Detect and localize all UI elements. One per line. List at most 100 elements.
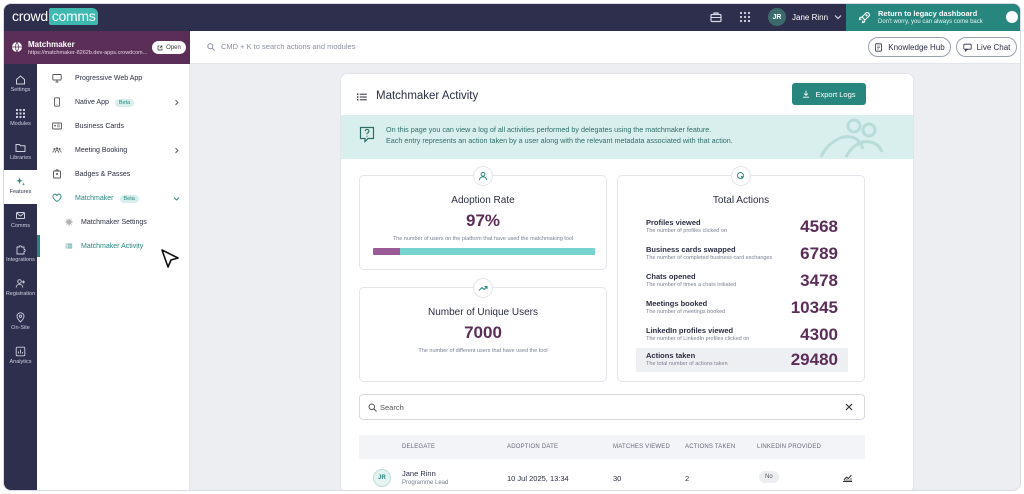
search-icon [207,42,215,51]
activity-search-input[interactable]: Search [359,394,865,420]
row-value: 6789 [800,244,838,263]
active-indicator [37,235,40,257]
stat-badge [473,166,493,186]
col-linkedin-provided[interactable]: LINKEDIN PROVIDED [757,444,822,450]
nav-settings-label: Settings [10,87,31,93]
id-card-icon [52,122,62,130]
sidebar-item-matchmaker-activity[interactable]: Matchmaker Activity [37,235,190,257]
table-header: DELEGATE ADOPTION DATE MATCHES VIEWED AC… [359,435,865,459]
command-search[interactable]: CMD + K to search actions and modules [207,42,355,51]
unique-users-desc: The number of different users that have … [418,348,548,354]
row-label: Actions taken [646,351,696,360]
export-logs-button[interactable]: Export Logs [792,83,866,105]
row-label: Business cards swapped [646,245,736,254]
nav-comms[interactable]: Comms [4,204,37,238]
sidebar-item-matchmaker-settings[interactable]: Matchmaker Settings [37,211,190,233]
row-value: 4300 [800,325,838,344]
nav-analytics[interactable]: Analytics [4,340,37,374]
open-app-button[interactable]: Open [152,41,186,54]
list-icon [357,93,367,101]
monitor-icon [52,74,62,83]
nav-onsite[interactable]: On-Site [4,306,37,340]
document-icon [875,42,883,52]
row-value: 10345 [790,298,838,317]
legacy-dashboard-banner[interactable]: Return to legacy dashboard Don't worry, … [846,4,1020,31]
row-value: 29480 [790,350,838,369]
app-url: https://matchmaker-8262b.dev-apps.crowdc… [28,50,148,56]
sidebar-item-meeting-booking[interactable]: Meeting Booking [37,139,190,161]
adoption-rate-value: 97% [465,211,501,230]
adoption-progress-bar [373,248,595,255]
sidebar-item-pwa[interactable]: Progressive Web App [37,67,190,89]
avatar: JR [373,469,391,487]
native-app-label: Native App [75,98,109,106]
briefcase-icon[interactable] [710,11,722,23]
location-icon [16,312,25,323]
sidebar-item-business-cards[interactable]: Business Cards [37,115,190,137]
unique-users-title: Number of Unique Users [427,307,539,318]
sparkle-icon [16,177,26,186]
col-actions-taken[interactable]: ACTIONS TAKEN [685,444,736,450]
total-actions-title: Total Actions [712,195,770,206]
sidebar-item-matchmaker[interactable]: Matchmaker Beta [37,187,190,209]
phone-icon [54,97,60,107]
chat-icon [962,43,972,52]
delegate-role: Programme Lead [402,480,449,486]
sidebar-item-badges-passes[interactable]: Badges & Passes [37,163,190,185]
logo-text-a: crowd [12,8,48,24]
nav-settings[interactable]: Settings [4,68,37,102]
click-icon [737,172,745,180]
unique-users-value: 7000 [464,323,502,342]
actions-taken: 2 [685,474,690,483]
beta-badge: Beta [114,98,135,107]
row-desc: The number of LinkedIn profiles clicked … [646,336,750,342]
nav-modules[interactable]: Modules [4,102,37,136]
legacy-title: Return to legacy dashboard [878,9,978,18]
nav-comms-label: Comms [11,223,30,229]
logo-text-b: comms [48,8,99,25]
nav-libraries[interactable]: Libraries [4,136,37,170]
grid-icon[interactable] [739,11,751,23]
table-row[interactable]: JR Jane Rinn Programme Lead 10 Jul 2025,… [359,463,865,490]
logo[interactable]: crowd comms [12,8,99,25]
nav-integrations[interactable]: Integrations [4,238,37,272]
linkedin-status-badge: No [759,471,779,483]
page-title: Matchmaker Activity [376,90,479,102]
nav-features[interactable]: Features [4,170,37,204]
external-link-icon [157,45,163,50]
nav-analytics-label: Analytics [9,359,32,365]
delegate-name: Jane Rinn [402,469,436,478]
sidebar-item-native-app[interactable]: Native App Beta [37,91,190,113]
total-actions-card: Total Actions Profiles viewed The number… [617,166,865,382]
nav-registration-label: Registration [5,291,36,297]
home-icon [16,75,25,85]
sidebar-item-label: Matchmaker Settings [81,218,147,226]
stat-badge [473,278,493,298]
nav-libraries-label: Libraries [9,155,32,161]
main-nav-rail: Settings Modules Libraries Features Comm… [4,64,37,490]
knowledge-hub-button[interactable]: Knowledge Hub [868,37,951,57]
col-matches-viewed[interactable]: MATCHES VIEWED [613,444,671,450]
col-adoption-date[interactable]: ADOPTION DATE [507,444,559,450]
legacy-toggle[interactable] [1006,11,1018,23]
sidebar-item-label: Progressive Web App [75,74,143,82]
close-icon[interactable] [844,402,854,412]
rocket-icon [858,11,871,24]
total-actions-row: Meetings booked The number of meetings b… [636,296,848,320]
download-icon [803,90,810,98]
info-banner: On this page you can view a log of all a… [341,115,913,159]
total-actions-summary-row: Actions taken The total number of action… [636,348,848,372]
info-line-1: On this page you can view a log of all a… [386,125,712,134]
user-menu[interactable]: JR Jane Rinn [768,8,842,26]
analytics-icon[interactable] [842,472,853,483]
row-label: Chats opened [646,272,696,281]
live-chat-button[interactable]: Live Chat [956,37,1017,57]
heart-icon [52,193,62,203]
adoption-rate-desc: The number of users on the platform that… [392,236,574,242]
col-delegate[interactable]: DELEGATE [402,444,436,450]
row-label: LinkedIn profiles viewed [646,326,734,335]
row-value: 4568 [800,217,838,236]
matchmaker-activity-card: Matchmaker Activity Export Logs On this … [341,74,913,490]
stat-badge [731,166,751,186]
nav-registration[interactable]: Registration [4,272,37,306]
